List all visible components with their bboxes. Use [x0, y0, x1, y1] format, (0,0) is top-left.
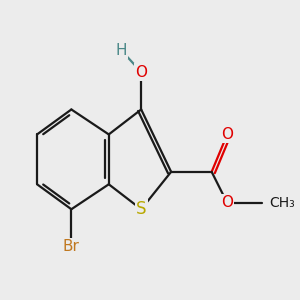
Text: H: H: [116, 43, 127, 58]
Text: CH₃: CH₃: [269, 196, 295, 210]
Text: O: O: [221, 127, 233, 142]
Text: O: O: [135, 64, 147, 80]
Text: S: S: [136, 200, 146, 218]
Text: O: O: [221, 196, 233, 211]
Text: Br: Br: [63, 239, 80, 254]
